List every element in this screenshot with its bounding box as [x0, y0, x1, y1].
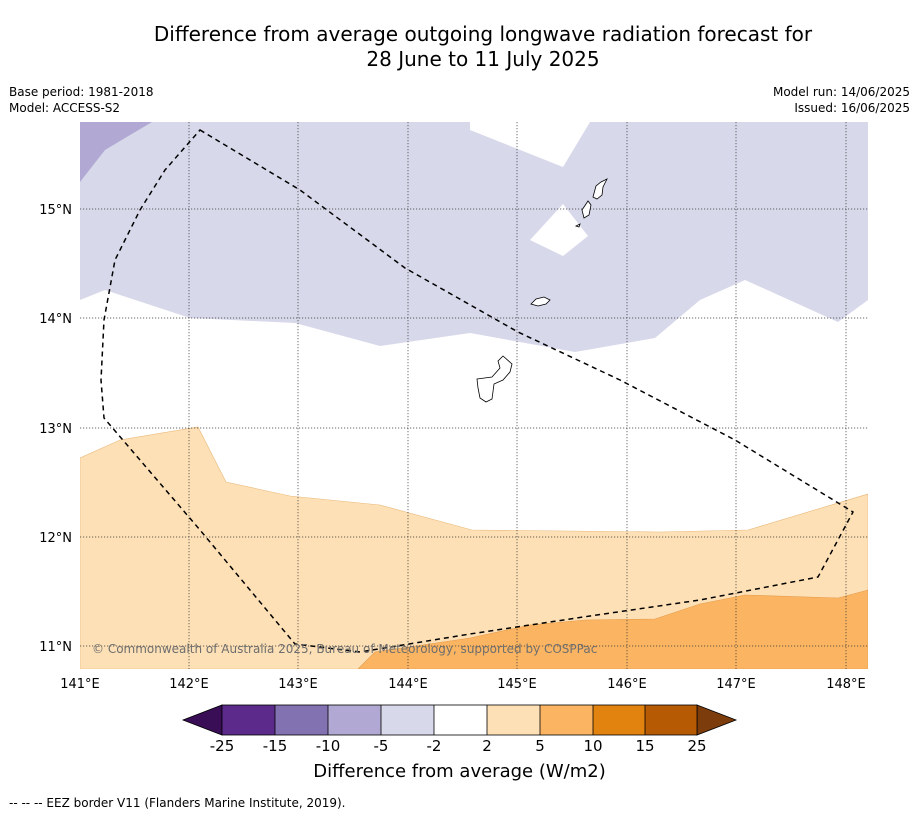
colorbar-tick-label: 15 [635, 737, 654, 755]
title-line-2: 28 June to 11 July 2025 [366, 47, 600, 71]
colorbar-tick-label: 2 [482, 737, 492, 755]
lon-tick-label: 147°E [716, 677, 756, 692]
colorbar-segment [328, 705, 381, 735]
island-guam [476, 355, 513, 403]
model-name: Model: ACCESS-S2 [9, 101, 121, 115]
colorbar-tick-label: -5 [374, 737, 389, 755]
lat-tick-label: 14°N [39, 312, 72, 327]
island-tinian [581, 200, 592, 219]
colorbar-tick-label: -2 [427, 737, 442, 755]
lat-tick-label: 12°N [39, 531, 72, 546]
lon-tick-label: 145°E [497, 677, 537, 692]
lat-tick-label: 15°N [39, 203, 72, 218]
map-title: Difference from average outgoing longwav… [0, 22, 919, 72]
colorbar-tick-label: 25 [687, 737, 706, 755]
colorbar-segment [540, 705, 593, 735]
colorbar-tick-label: 10 [583, 737, 602, 755]
colorbar-segment [487, 705, 540, 735]
lat-tick-label: 13°N [39, 422, 72, 437]
lon-tick-label: 148°E [826, 677, 866, 692]
eez-border [100, 129, 854, 653]
colorbar-tick-label: -10 [316, 737, 341, 755]
colorbar-extend-max [696, 704, 738, 736]
contour-hole [530, 204, 588, 256]
colorbar-segment [593, 705, 645, 735]
lat-tick-label: 11°N [39, 640, 72, 655]
lon-tick-labels: 141°E 142°E 143°E 144°E 145°E 146°E 147°… [60, 677, 866, 692]
colorbar-tick-label: -25 [210, 737, 235, 755]
issued-date: Issued: 16/06/2025 [794, 101, 910, 115]
lon-tick-label: 142°E [169, 677, 209, 692]
colorbar: -25 -15 -10 -5 -2 2 5 10 15 25 [181, 704, 738, 755]
meta-left: Base period: 1981-2018 Model: ACCESS-S2 [9, 84, 154, 116]
colorbar-frame [221, 704, 698, 736]
colorbar-tick-label: -15 [263, 737, 288, 755]
island-aguijan [574, 223, 581, 228]
colorbar-segment [645, 705, 697, 735]
lon-tick-label: 144°E [388, 677, 428, 692]
colorbar-title: Difference from average (W/m2) [313, 761, 606, 782]
lon-tick-label: 143°E [278, 677, 318, 692]
colorbar-segment [275, 705, 328, 735]
contour-fill-neg-10-to-neg-5 [80, 122, 152, 182]
colorbar-segment [222, 705, 275, 735]
contour-fill-neg-5-to-neg-2 [80, 122, 868, 352]
lat-tick-labels: 11°N 12°N 13°N 14°N 15°N [39, 203, 72, 655]
contour-fill-5-to-10 [357, 589, 868, 669]
colorbar-extend-min [181, 704, 223, 736]
model-run: Model run: 14/06/2025 [772, 85, 910, 99]
eez-footnote: -- -- -- EEZ border V11 (Flanders Marine… [9, 796, 346, 810]
island-saipan [592, 178, 608, 200]
islands [476, 178, 608, 403]
base-period: Base period: 1981-2018 [9, 85, 154, 99]
copyright-text: © Commonwealth of Australia 2025, Bureau… [92, 642, 597, 656]
colorbar-tick-label: 5 [535, 737, 545, 755]
gridlines [80, 122, 868, 669]
contour-fill-2-to-5 [80, 426, 868, 669]
map-area: © Commonwealth of Australia 2025, Bureau… [80, 122, 868, 669]
lon-tick-label: 141°E [60, 677, 100, 692]
meta-right: Model run: 14/06/2025 Issued: 16/06/2025 [773, 84, 910, 116]
title-line-1: Difference from average outgoing longwav… [153, 22, 813, 46]
island-rota [530, 296, 551, 307]
colorbar-segment [434, 705, 487, 735]
lon-tick-label: 146°E [607, 677, 647, 692]
colorbar-segment [381, 705, 434, 735]
